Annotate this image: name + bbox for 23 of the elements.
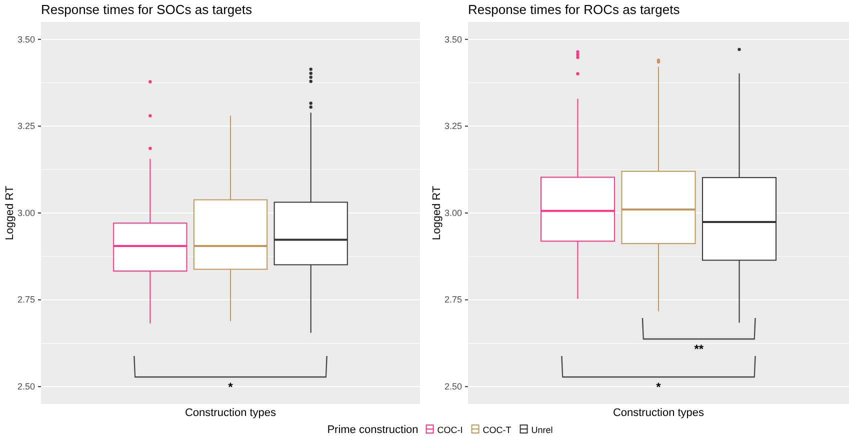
y-tick-label: 3.50	[17, 34, 35, 44]
annotation: *	[656, 380, 662, 394]
y-axis-title: Logged RT	[4, 186, 16, 240]
y-tick-label: 3.25	[17, 121, 35, 132]
x-axis-title: Construction types	[184, 407, 277, 419]
y-tick-label: 3.50	[444, 34, 462, 44]
y-tick-label: 2.50	[17, 382, 35, 392]
x-axis-title: Construction types	[612, 407, 705, 419]
y-tick-label: 2.75	[17, 294, 35, 305]
legend-label: COC-I	[437, 425, 463, 435]
legend-title: Prime construction	[327, 424, 418, 436]
legend-label: Unrel	[531, 425, 553, 435]
annotation: **	[694, 342, 704, 356]
annotation: *	[228, 380, 234, 394]
y-tick-label: 3.25	[444, 121, 462, 132]
y-tick-label: 2.75	[444, 294, 462, 305]
legend-label: COC-T	[482, 425, 512, 435]
y-tick-label: 2.50	[444, 382, 462, 392]
y-tick-label: 3.00	[17, 208, 35, 218]
y-axis-title: Logged RT	[431, 186, 443, 240]
chart-title: Response times for ROCs as targets	[468, 2, 680, 17]
chart-title: Response times for SOCs as targets	[41, 2, 252, 17]
y-tick-label: 3.00	[444, 208, 462, 218]
